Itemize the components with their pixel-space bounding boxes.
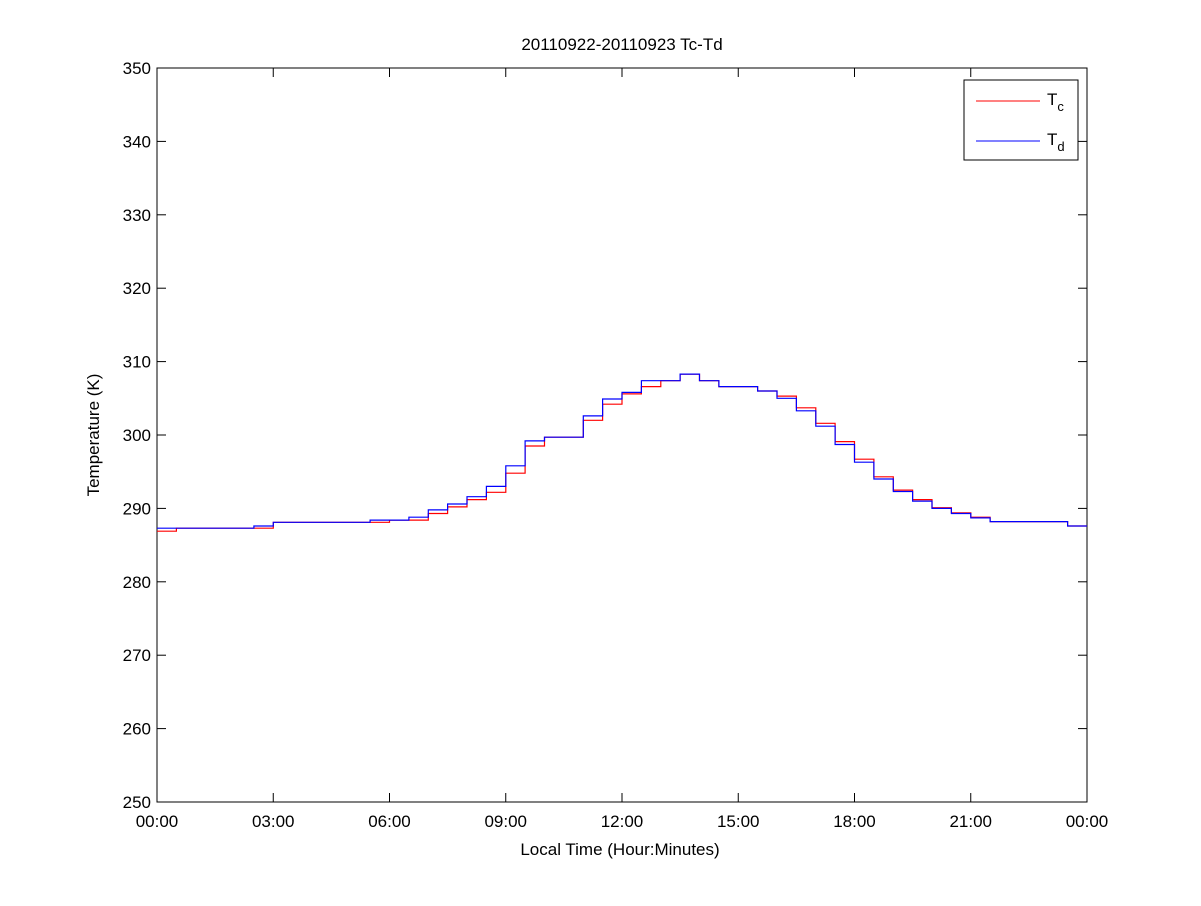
y-tick-label: 260: [123, 720, 151, 739]
legend-box: [963, 79, 1079, 161]
x-axis-label: Local Time (Hour:Minutes): [520, 840, 719, 859]
x-tick-label: 15:00: [717, 812, 760, 831]
legend: Tc Td: [963, 79, 1079, 161]
plot-area: [156, 67, 1088, 803]
y-tick-label: 300: [123, 426, 151, 445]
x-tick-label: 21:00: [949, 812, 992, 831]
y-tick-label: 280: [123, 573, 151, 592]
x-tick-label: 00:00: [1066, 812, 1109, 831]
y-tick-label: 310: [123, 353, 151, 372]
chart-title: 20110922-20110923 Tc-Td: [521, 35, 722, 54]
y-tick-label: 330: [123, 206, 151, 225]
y-axis-label: Temperature (K): [84, 374, 103, 497]
series-line-td: [157, 373, 1087, 529]
y-tick-label: 320: [123, 279, 151, 298]
x-axis: 00:00 03:00 06:00 09:00 12:00 15:00 18:00 21:00…: [136, 68, 1109, 831]
x-tick-label: 12:00: [601, 812, 644, 831]
y-tick-label: 340: [123, 132, 151, 151]
x-tick-label: 18:00: [833, 812, 876, 831]
x-tick-label: 06:00: [368, 812, 411, 831]
x-tick-label: 09:00: [484, 812, 527, 831]
y-axis: 250 260 270 280 290 300 310 320 330 340 350: [123, 59, 1087, 812]
x-tick-label: 00:00: [136, 812, 179, 831]
series-lines: [157, 373, 1087, 532]
series-line-tc: [157, 373, 1087, 532]
y-tick-label: 290: [123, 499, 151, 518]
y-tick-label: 250: [123, 793, 151, 812]
y-tick-label: 270: [123, 646, 151, 665]
x-tick-label: 03:00: [252, 812, 295, 831]
legend-label-tc: Tc: [1047, 90, 1064, 114]
legend-label-td: Td: [1047, 130, 1065, 154]
y-tick-label: 350: [123, 59, 151, 78]
